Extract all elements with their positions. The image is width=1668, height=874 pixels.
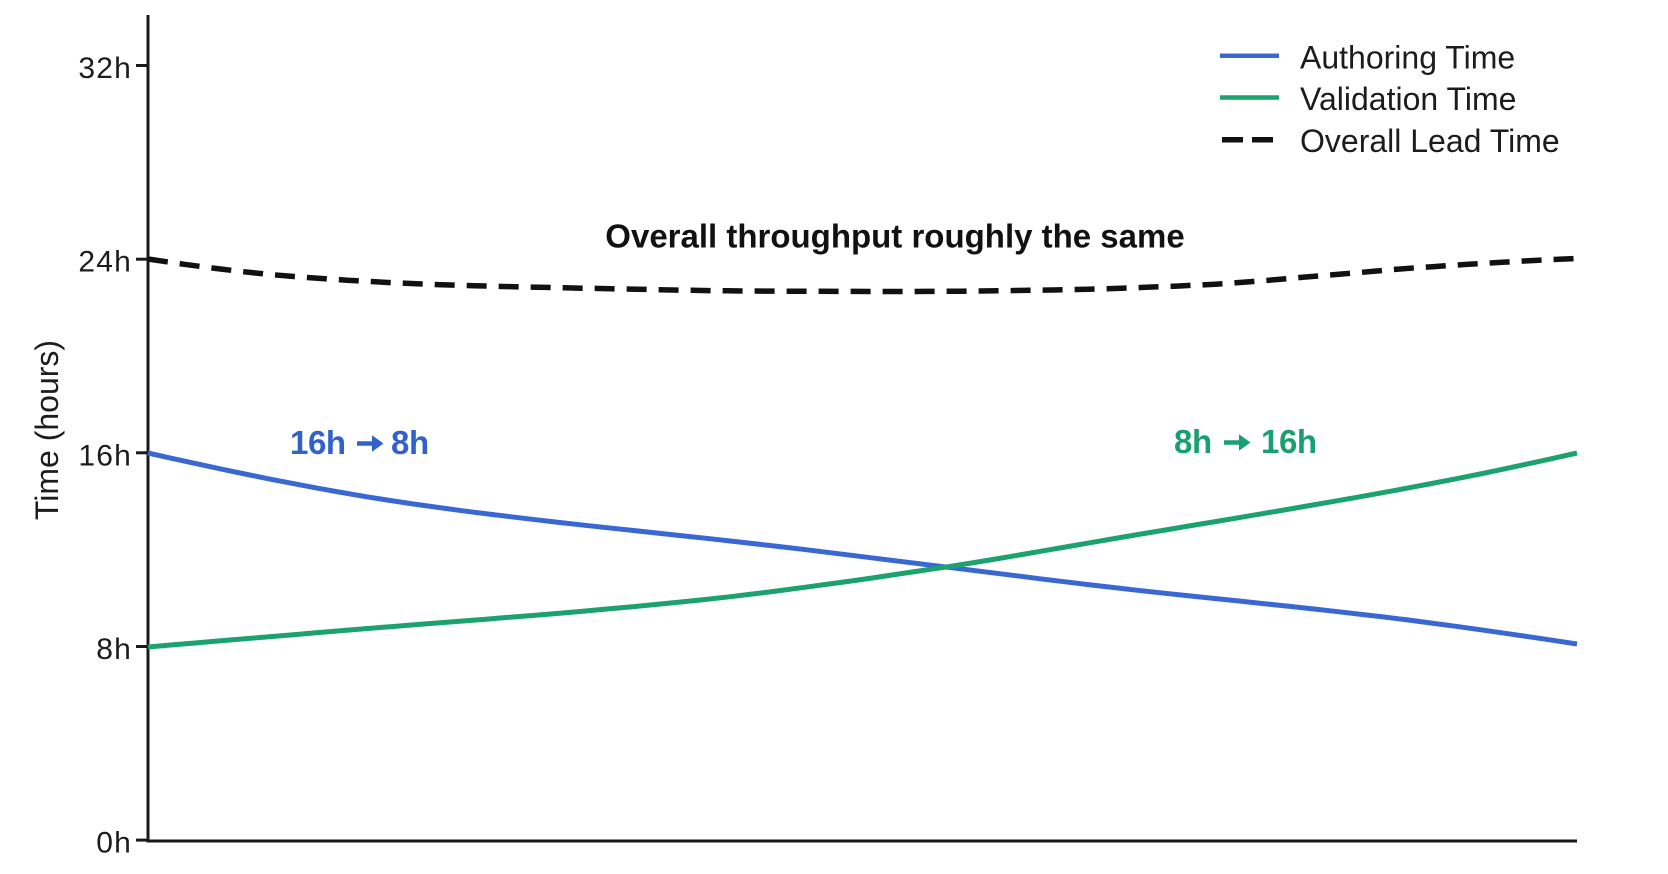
svg-text:24h: 24h	[78, 246, 132, 279]
svg-text:8h: 8h	[96, 633, 132, 666]
svg-text:8h: 8h	[391, 424, 429, 461]
svg-text:Overall Lead Time: Overall Lead Time	[1300, 123, 1560, 159]
svg-text:Authoring Time: Authoring Time	[1300, 39, 1515, 75]
svg-text:16h: 16h	[1261, 423, 1317, 460]
svg-text:Overall throughput roughly the: Overall throughput roughly the same	[605, 218, 1184, 255]
svg-text:Time (hours): Time (hours)	[29, 340, 65, 520]
svg-text:32h: 32h	[78, 52, 132, 85]
svg-text:16h: 16h	[290, 424, 346, 461]
svg-text:0h: 0h	[96, 827, 132, 860]
svg-text:16h: 16h	[78, 439, 132, 472]
svg-text:8h: 8h	[1174, 423, 1212, 460]
svg-text:Validation Time: Validation Time	[1300, 81, 1516, 117]
